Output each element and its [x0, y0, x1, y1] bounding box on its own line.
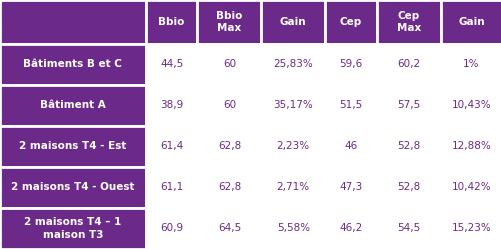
Text: 10,42%: 10,42% — [451, 182, 490, 192]
Text: Bbio: Bbio — [158, 17, 184, 27]
Text: 2 maisons T4 – 1
maison T3: 2 maisons T4 – 1 maison T3 — [24, 217, 121, 240]
Bar — [440, 126, 501, 167]
Bar — [261, 208, 325, 249]
Bar — [325, 167, 376, 208]
Text: 2,71%: 2,71% — [276, 182, 309, 192]
Bar — [197, 85, 261, 126]
Bar — [145, 126, 197, 167]
Bar — [197, 0, 261, 44]
Text: 52,8: 52,8 — [396, 141, 420, 151]
Bar — [261, 0, 325, 44]
Bar — [0, 208, 145, 249]
Text: 54,5: 54,5 — [396, 223, 420, 234]
Text: 46: 46 — [344, 141, 357, 151]
Text: 25,83%: 25,83% — [273, 59, 313, 69]
Text: 57,5: 57,5 — [396, 100, 420, 110]
Bar — [376, 126, 440, 167]
Bar — [145, 167, 197, 208]
Text: 12,88%: 12,88% — [451, 141, 490, 151]
Bar — [261, 167, 325, 208]
Text: 1%: 1% — [462, 59, 479, 69]
Text: 61,1: 61,1 — [160, 182, 183, 192]
Bar — [376, 85, 440, 126]
Bar — [145, 208, 197, 249]
Text: Bbio
Max: Bbio Max — [216, 11, 242, 33]
Bar — [440, 0, 501, 44]
Bar — [325, 208, 376, 249]
Text: 35,17%: 35,17% — [273, 100, 313, 110]
Bar — [145, 0, 197, 44]
Bar — [440, 208, 501, 249]
Text: Bâtiments B et C: Bâtiments B et C — [24, 59, 122, 69]
Text: 47,3: 47,3 — [339, 182, 362, 192]
Text: 5,58%: 5,58% — [276, 223, 309, 234]
Text: 38,9: 38,9 — [160, 100, 183, 110]
Bar — [376, 208, 440, 249]
Text: Gain: Gain — [457, 17, 484, 27]
Bar — [0, 0, 145, 44]
Text: Cep
Max: Cep Max — [396, 11, 420, 33]
Text: Cep: Cep — [339, 17, 362, 27]
Text: 62,8: 62,8 — [217, 141, 240, 151]
Bar — [197, 167, 261, 208]
Bar — [0, 85, 145, 126]
Bar — [376, 167, 440, 208]
Bar — [440, 85, 501, 126]
Bar — [0, 126, 145, 167]
Text: 61,4: 61,4 — [160, 141, 183, 151]
Text: 15,23%: 15,23% — [451, 223, 490, 234]
Bar — [145, 85, 197, 126]
Bar — [325, 85, 376, 126]
Text: 2 maisons T4 - Ouest: 2 maisons T4 - Ouest — [11, 182, 134, 192]
Text: 2,23%: 2,23% — [276, 141, 309, 151]
Bar — [325, 0, 376, 44]
Text: 2 maisons T4 - Est: 2 maisons T4 - Est — [19, 141, 126, 151]
Bar — [197, 126, 261, 167]
Text: 60,2: 60,2 — [397, 59, 420, 69]
Text: 62,8: 62,8 — [217, 182, 240, 192]
Bar — [261, 126, 325, 167]
Text: 60: 60 — [222, 59, 235, 69]
Bar — [261, 85, 325, 126]
Bar — [440, 167, 501, 208]
Bar — [261, 44, 325, 85]
Bar — [325, 44, 376, 85]
Text: 46,2: 46,2 — [339, 223, 362, 234]
Bar — [197, 208, 261, 249]
Bar — [325, 126, 376, 167]
Text: 64,5: 64,5 — [217, 223, 240, 234]
Bar — [0, 167, 145, 208]
Text: Gain: Gain — [280, 17, 306, 27]
Text: 10,43%: 10,43% — [451, 100, 490, 110]
Bar — [440, 44, 501, 85]
Text: Bâtiment A: Bâtiment A — [40, 100, 106, 110]
Bar — [376, 44, 440, 85]
Text: 52,8: 52,8 — [396, 182, 420, 192]
Text: 60: 60 — [222, 100, 235, 110]
Text: 51,5: 51,5 — [339, 100, 362, 110]
Text: 60,9: 60,9 — [160, 223, 183, 234]
Bar — [197, 44, 261, 85]
Bar — [376, 0, 440, 44]
Text: 59,6: 59,6 — [339, 59, 362, 69]
Bar — [145, 44, 197, 85]
Bar — [0, 44, 145, 85]
Text: 44,5: 44,5 — [160, 59, 183, 69]
